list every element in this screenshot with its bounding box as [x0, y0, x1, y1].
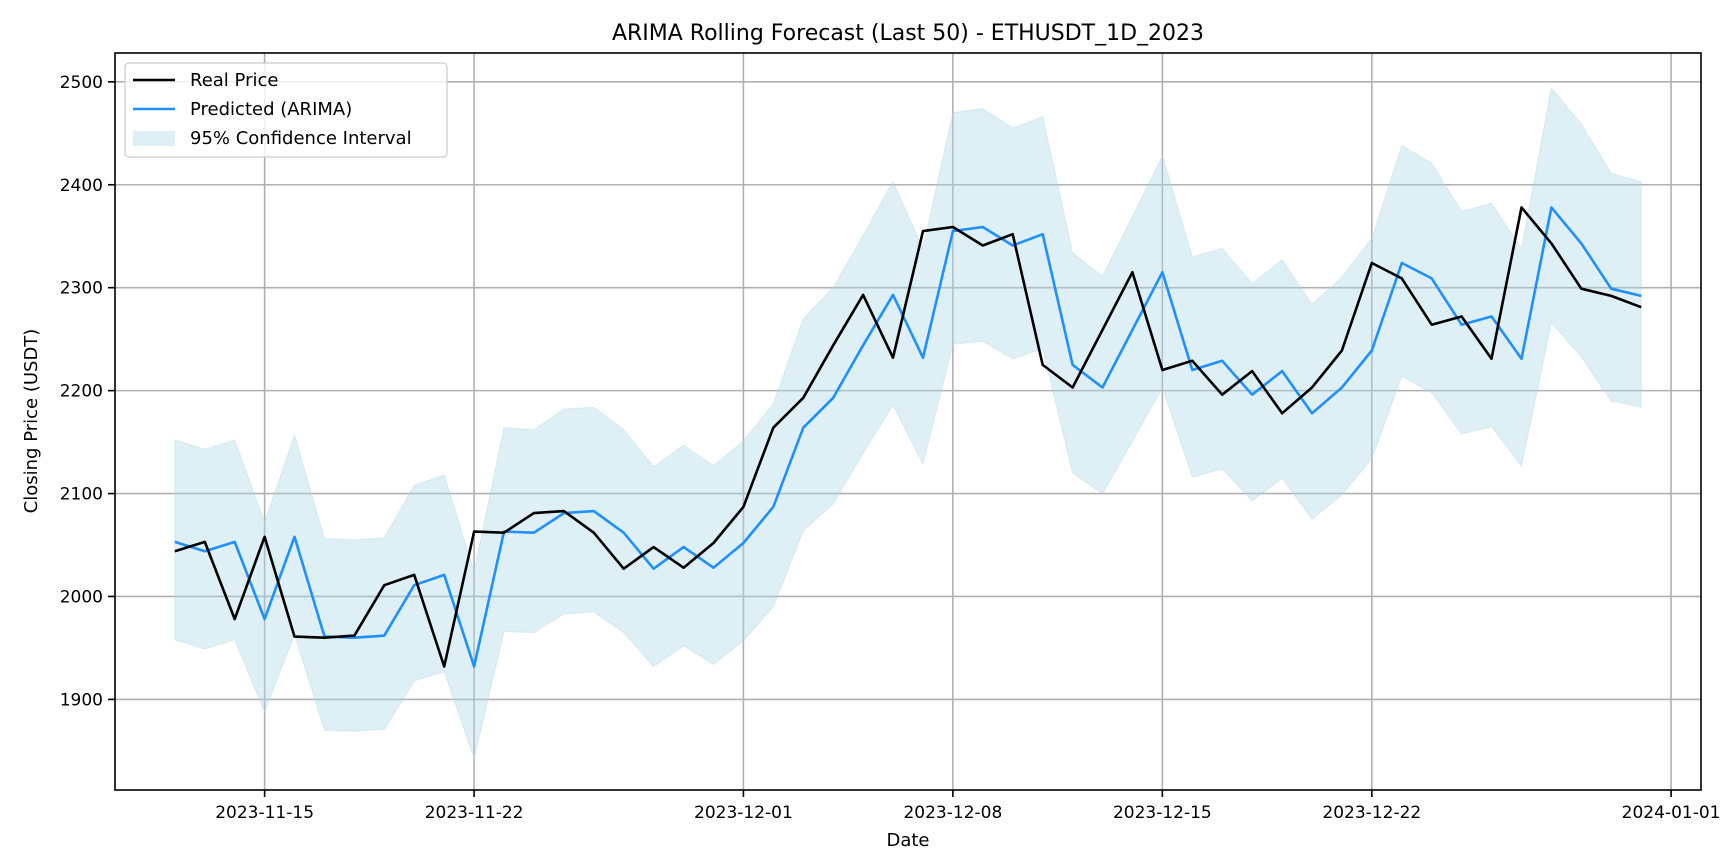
x-tick-label: 2023-12-01: [694, 803, 793, 823]
x-tick-label: 2024-01-01: [1622, 803, 1721, 823]
x-axis-label: Date: [886, 830, 929, 851]
series-layer: [174, 206, 1642, 668]
y-tick-label: 2200: [60, 382, 103, 402]
y-tick-label: 2000: [60, 587, 103, 607]
y-tick-label: 1900: [60, 690, 103, 710]
legend-box: [124, 62, 448, 158]
y-tick-label: 2500: [60, 73, 103, 93]
x-tick-label: 2023-12-15: [1113, 803, 1212, 823]
confidence-band-layer: [174, 86, 1642, 760]
series-line-real-price: [174, 206, 1642, 668]
confidence-interval-band: [174, 86, 1642, 760]
x-tick-label: 2023-11-15: [215, 803, 314, 823]
y-tick-label: 2400: [60, 176, 103, 196]
chart-title: ARIMA Rolling Forecast (Last 50) - ETHUS…: [612, 21, 1204, 46]
tick-layer: 1900 2000 2100 2200 2300 2400 2500 2023-11-15 20…: [60, 73, 1721, 823]
grid-layer: [115, 53, 1701, 790]
plot-frame: [114, 52, 1702, 791]
legend: Real Price Predicted (ARIMA) 95% Confide…: [124, 62, 448, 158]
x-tick-label: 2023-11-22: [425, 803, 524, 823]
x-tick-label: 2023-12-08: [903, 803, 1002, 823]
y-tick-label: 2300: [60, 279, 103, 299]
legend-label-real-price: Real Price: [190, 70, 278, 91]
y-axis-label: Closing Price (USDT): [21, 329, 42, 514]
x-tick-label: 2023-12-22: [1322, 803, 1421, 823]
legend-label-confidence-interval: 95% Confidence Interval: [190, 128, 412, 149]
series-line-predicted: [174, 206, 1642, 668]
y-tick-label: 2100: [60, 485, 103, 505]
legend-label-predicted: Predicted (ARIMA): [190, 99, 352, 120]
legend-swatch-confidence-interval: [133, 131, 175, 146]
